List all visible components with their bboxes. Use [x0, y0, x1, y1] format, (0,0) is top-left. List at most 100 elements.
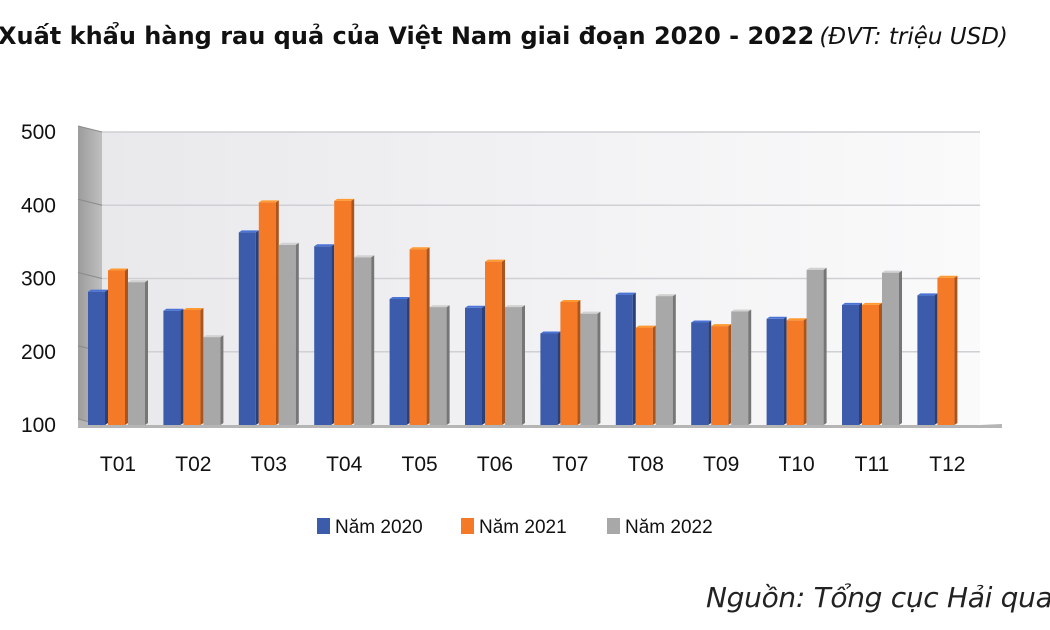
legend: Năm 2020 Năm 2021 Năm 2022	[317, 517, 713, 538]
bar-side	[783, 316, 787, 425]
bar	[183, 307, 204, 425]
legend-label: Năm 2021	[479, 517, 567, 538]
legend-label: Năm 2022	[625, 517, 713, 538]
bar-front	[258, 202, 276, 425]
bar-top	[862, 302, 882, 305]
bar-side	[632, 292, 636, 425]
bar-side	[954, 275, 958, 425]
bar-front	[88, 291, 105, 425]
bar-side	[125, 268, 128, 425]
bar	[655, 294, 676, 425]
bar-side	[255, 230, 259, 425]
source-note: Nguồn: Tổng cục Hải quan	[706, 581, 1050, 614]
bar-top	[163, 308, 184, 311]
bar-top	[540, 331, 561, 334]
x-axis-ticks: T01 T02 T03 T04 T05 T06 T07 T08 T09 T10 T11 T12	[100, 453, 966, 476]
bar-front	[580, 313, 598, 425]
bar-top	[917, 293, 938, 296]
bar-side	[331, 244, 335, 425]
bar-front	[485, 261, 502, 425]
floor	[78, 419, 1002, 428]
bar	[238, 230, 259, 425]
bar-front	[882, 272, 899, 425]
legend-item: Năm 2022	[607, 517, 713, 538]
bar	[731, 309, 752, 425]
bar-side	[879, 302, 882, 425]
bar-front	[429, 307, 447, 425]
x-tick-label: T07	[552, 453, 588, 476]
bar-top	[429, 305, 450, 308]
bars	[88, 198, 958, 425]
bar	[635, 325, 656, 425]
gridline-side	[77, 198, 103, 206]
bar-side	[145, 280, 148, 425]
bar	[258, 200, 279, 425]
bar	[862, 302, 882, 425]
bar	[580, 311, 601, 425]
bar-side	[220, 335, 224, 425]
y-axis-ticks: 100 200 300 400 500	[21, 121, 56, 437]
bar-side	[180, 308, 184, 425]
bar	[615, 292, 636, 425]
x-tick-label: T01	[100, 453, 136, 476]
chart-title: Xuất khẩu hàng rau quả của Việt Nam giai…	[0, 22, 1008, 50]
bar-top	[314, 244, 335, 247]
bar-front	[389, 299, 407, 425]
bar-side	[899, 270, 902, 425]
bar-front	[238, 232, 256, 425]
bar-side	[728, 324, 732, 425]
bar-side	[823, 267, 827, 425]
bar	[128, 280, 148, 425]
bar-top	[691, 320, 712, 323]
bar	[766, 316, 787, 425]
bar-side	[597, 311, 601, 425]
bar-front	[409, 249, 427, 425]
bar	[505, 305, 525, 425]
bar-side	[275, 200, 279, 425]
x-tick-label: T06	[477, 453, 513, 476]
bar	[842, 302, 862, 425]
bar	[465, 305, 485, 425]
bar-side	[502, 259, 505, 425]
bar-side	[426, 247, 430, 425]
bar-side	[351, 198, 355, 425]
bar-front	[862, 304, 879, 425]
legend-item: Năm 2021	[461, 517, 567, 538]
gridline-side	[77, 125, 103, 133]
bar-top	[354, 255, 375, 258]
bar-side	[446, 305, 450, 425]
bar-front	[465, 307, 482, 425]
bar-front	[163, 310, 181, 425]
bar	[540, 331, 561, 425]
chart-title-main: Xuất khẩu hàng rau quả của Việt Nam giai…	[0, 22, 815, 50]
bar-front	[183, 309, 201, 425]
x-tick-label: T11	[855, 453, 890, 476]
bar-side	[105, 289, 108, 425]
bar-front	[128, 282, 145, 425]
bar-top	[409, 247, 430, 250]
bar-top	[580, 311, 601, 314]
x-tick-label: T10	[779, 453, 815, 476]
bar	[786, 318, 807, 425]
bar	[354, 255, 375, 425]
bar	[917, 293, 938, 425]
bar-top	[615, 292, 636, 295]
bar	[409, 247, 430, 425]
bar-top	[560, 299, 581, 302]
bar-top	[806, 267, 827, 270]
bar	[485, 259, 505, 425]
bar-front	[615, 294, 633, 425]
bar	[882, 270, 902, 425]
bar	[314, 244, 335, 425]
bar	[389, 297, 410, 425]
bar-side	[295, 242, 299, 425]
bar-front	[711, 326, 729, 425]
bar	[429, 305, 450, 425]
bar-side	[371, 255, 375, 425]
bar-top	[842, 302, 862, 305]
bar-front	[937, 277, 955, 425]
bar	[937, 275, 958, 425]
bar-side	[672, 294, 676, 425]
bar-front	[842, 304, 859, 425]
